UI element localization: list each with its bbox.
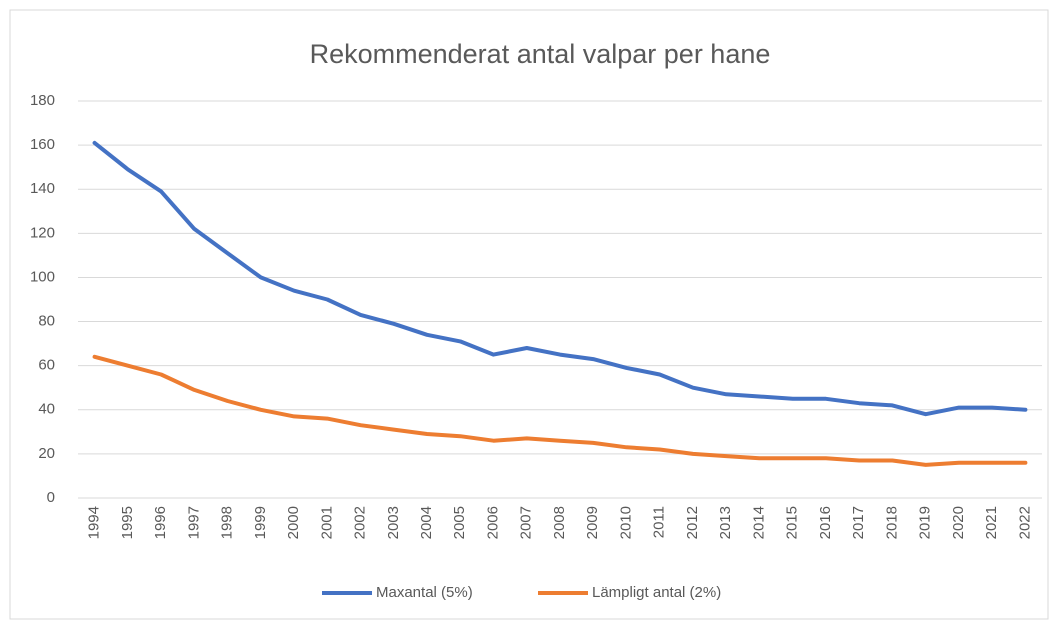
x-tick-label: 2020 <box>950 506 967 539</box>
x-tick-label: 2007 <box>518 506 535 539</box>
x-tick-label: 2000 <box>285 506 302 539</box>
x-tick-label: 2014 <box>750 506 767 539</box>
x-tick-label: 1999 <box>252 506 269 539</box>
line-series <box>92 140 1028 417</box>
x-tick-label: 1994 <box>86 506 103 539</box>
x-tick-label: 2021 <box>983 506 1000 539</box>
y-tick-label: 0 <box>47 489 55 506</box>
legend-label: Lämpligt antal (2%) <box>592 584 721 601</box>
x-tick-label: 2022 <box>1016 506 1033 539</box>
x-tick-label: 2003 <box>385 506 402 539</box>
y-tick-label: 160 <box>30 136 55 153</box>
y-tick-label: 140 <box>30 180 55 197</box>
x-tick-label: 2012 <box>684 506 701 539</box>
y-tick-label: 120 <box>30 224 55 241</box>
x-tick-label: 2016 <box>817 506 834 539</box>
y-tick-label: 20 <box>38 445 55 462</box>
x-tick-label: 2002 <box>352 506 369 539</box>
x-tick-label: 2005 <box>451 506 468 539</box>
line-series <box>92 354 1028 467</box>
x-tick-label: 2018 <box>883 506 900 539</box>
legend-label: Maxantal (5%) <box>376 584 473 601</box>
x-tick-label: 1996 <box>152 506 169 539</box>
y-tick-label: 180 <box>30 92 55 109</box>
chart-title: Rekommenderat antal valpar per hane <box>310 39 771 69</box>
y-tick-label: 80 <box>38 313 55 330</box>
x-tick-label: 2011 <box>651 506 668 538</box>
x-tick-label: 2013 <box>717 506 734 539</box>
y-tick-label: 100 <box>30 268 55 285</box>
chart-frame <box>9 9 1049 620</box>
y-tick-label: 40 <box>38 401 55 418</box>
x-tick-label: 2001 <box>318 506 335 539</box>
x-tick-label: 2019 <box>917 506 934 539</box>
x-tick-label: 2004 <box>418 506 435 539</box>
x-tick-label: 1998 <box>219 506 236 539</box>
x-tick-label: 2010 <box>617 506 634 539</box>
x-tick-label: 2008 <box>551 506 568 539</box>
x-tick-label: 2006 <box>484 506 501 539</box>
x-tick-label: 2015 <box>784 506 801 539</box>
x-tick-label: 2017 <box>850 506 867 539</box>
x-tick-label: 1995 <box>119 506 136 539</box>
x-tick-label: 2009 <box>584 506 601 539</box>
x-tick-label: 1997 <box>185 506 202 539</box>
y-tick-label: 60 <box>38 357 55 374</box>
